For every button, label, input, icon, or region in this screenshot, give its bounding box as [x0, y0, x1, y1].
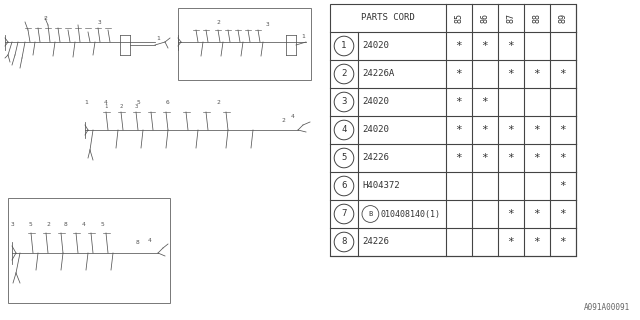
Text: 4: 4	[148, 238, 152, 243]
Text: 6: 6	[341, 181, 347, 190]
Circle shape	[334, 232, 354, 252]
Text: 1: 1	[156, 36, 160, 41]
Text: 3: 3	[98, 20, 102, 25]
Bar	[8, 198, 170, 303]
Text: *: *	[559, 237, 566, 247]
Text: 1: 1	[84, 100, 88, 105]
Text: 4: 4	[82, 222, 86, 227]
Circle shape	[334, 148, 354, 168]
Text: 24226A: 24226A	[362, 69, 394, 78]
Text: 24020: 24020	[362, 125, 389, 134]
Text: 2: 2	[46, 222, 50, 227]
Text: *: *	[559, 181, 566, 191]
Text: *: *	[482, 97, 488, 107]
Text: *: *	[534, 237, 540, 247]
Text: *: *	[508, 41, 515, 51]
Text: 2: 2	[216, 100, 220, 105]
Text: 5: 5	[136, 100, 140, 105]
Text: 6: 6	[166, 100, 170, 105]
Text: *: *	[456, 41, 462, 51]
Text: 89: 89	[559, 13, 568, 23]
Text: 2: 2	[281, 118, 285, 123]
Text: *: *	[508, 209, 515, 219]
Text: *: *	[534, 209, 540, 219]
Text: 3: 3	[341, 98, 347, 107]
Text: 86: 86	[481, 13, 490, 23]
Text: H404372: H404372	[362, 181, 399, 190]
Circle shape	[362, 205, 379, 222]
Circle shape	[334, 36, 354, 56]
Text: *: *	[534, 153, 540, 163]
Text: *: *	[456, 69, 462, 79]
Text: 5: 5	[100, 222, 104, 227]
Text: A091A00091: A091A00091	[584, 303, 630, 312]
Text: 2: 2	[120, 103, 123, 108]
Circle shape	[334, 204, 354, 224]
Text: 8: 8	[136, 240, 140, 245]
Text: 4: 4	[341, 125, 347, 134]
Circle shape	[334, 64, 354, 84]
Text: 5: 5	[341, 154, 347, 163]
Text: *: *	[559, 69, 566, 79]
Text: *: *	[508, 153, 515, 163]
Text: 3: 3	[266, 21, 270, 27]
Text: 87: 87	[506, 13, 515, 23]
Text: 2: 2	[216, 20, 220, 25]
Text: *: *	[559, 125, 566, 135]
Text: 88: 88	[532, 13, 541, 23]
Text: 4: 4	[291, 114, 295, 119]
Text: 3: 3	[11, 222, 15, 227]
Circle shape	[334, 176, 354, 196]
Text: 24020: 24020	[362, 98, 389, 107]
Text: 2: 2	[43, 15, 47, 20]
Text: 3: 3	[134, 103, 138, 108]
Text: 2: 2	[341, 69, 347, 78]
Text: 24226: 24226	[362, 154, 389, 163]
Text: 85: 85	[454, 13, 463, 23]
Text: PARTS CORD: PARTS CORD	[361, 13, 415, 22]
Text: *: *	[534, 69, 540, 79]
Text: 4: 4	[104, 100, 108, 105]
Text: 1: 1	[341, 42, 347, 51]
Text: *: *	[559, 209, 566, 219]
Text: 8: 8	[341, 237, 347, 246]
Text: *: *	[508, 237, 515, 247]
Text: *: *	[456, 153, 462, 163]
Text: *: *	[482, 41, 488, 51]
Text: *: *	[534, 125, 540, 135]
Text: 5: 5	[28, 222, 32, 227]
Text: *: *	[456, 97, 462, 107]
Bar	[330, 4, 576, 256]
Text: *: *	[456, 125, 462, 135]
Text: B: B	[368, 211, 372, 217]
Text: 24020: 24020	[362, 42, 389, 51]
Text: *: *	[482, 153, 488, 163]
Text: 7: 7	[341, 210, 347, 219]
Text: 1: 1	[301, 34, 305, 38]
Text: 010408140(1): 010408140(1)	[381, 210, 441, 219]
Text: 8: 8	[64, 222, 68, 227]
Text: *: *	[559, 153, 566, 163]
Text: *: *	[482, 125, 488, 135]
Circle shape	[334, 92, 354, 112]
Bar	[178, 8, 311, 80]
Circle shape	[334, 120, 354, 140]
Text: *: *	[508, 125, 515, 135]
Text: *: *	[508, 69, 515, 79]
Text: 24226: 24226	[362, 237, 389, 246]
Text: 1: 1	[104, 103, 108, 108]
